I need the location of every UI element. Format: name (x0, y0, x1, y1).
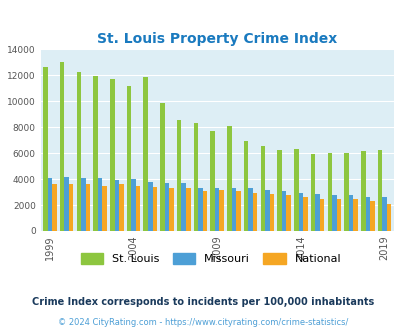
Bar (236, 191, 240, 231)
Bar (336, 199, 340, 231)
Bar (264, 190, 269, 231)
Bar (327, 152, 331, 231)
Bar (293, 149, 298, 231)
Bar (365, 197, 369, 231)
Bar (298, 193, 303, 231)
Bar (281, 191, 286, 231)
Bar (343, 153, 348, 231)
Bar (198, 187, 202, 231)
Bar (169, 187, 173, 231)
Bar (352, 199, 357, 231)
Bar (177, 120, 181, 231)
Bar (310, 154, 315, 231)
Bar (64, 177, 68, 231)
Bar (93, 76, 98, 231)
Bar (303, 197, 307, 231)
Bar (248, 188, 252, 231)
Bar (98, 179, 102, 231)
Bar (110, 79, 114, 231)
Bar (160, 103, 164, 231)
Legend: St. Louis, Missouri, National: St. Louis, Missouri, National (77, 248, 345, 268)
Bar (164, 183, 169, 231)
Bar (269, 194, 273, 231)
Bar (243, 141, 248, 231)
Bar (231, 187, 236, 231)
Bar (81, 179, 85, 231)
Bar (47, 179, 52, 231)
Bar (193, 123, 198, 231)
Bar (148, 182, 152, 231)
Text: © 2024 CityRating.com - https://www.cityrating.com/crime-statistics/: © 2024 CityRating.com - https://www.city… (58, 318, 347, 327)
Bar (181, 183, 185, 231)
Bar (382, 197, 386, 231)
Bar (315, 194, 319, 231)
Bar (260, 146, 264, 231)
Bar (43, 67, 47, 231)
Bar (214, 188, 219, 231)
Bar (386, 204, 390, 231)
Bar (60, 62, 64, 231)
Bar (68, 184, 73, 231)
Bar (331, 195, 336, 231)
Bar (185, 188, 190, 231)
Bar (52, 184, 56, 231)
Bar (76, 72, 81, 231)
Title: St. Louis Property Crime Index: St. Louis Property Crime Index (97, 32, 337, 46)
Text: Crime Index corresponds to incidents per 100,000 inhabitants: Crime Index corresponds to incidents per… (32, 297, 373, 307)
Bar (210, 131, 214, 231)
Bar (102, 185, 107, 231)
Bar (369, 201, 374, 231)
Bar (114, 181, 119, 231)
Bar (152, 187, 157, 231)
Bar (348, 195, 352, 231)
Bar (119, 184, 123, 231)
Bar (143, 77, 148, 231)
Bar (126, 86, 131, 231)
Bar (277, 150, 281, 231)
Bar (202, 191, 207, 231)
Bar (377, 150, 382, 231)
Bar (319, 199, 324, 231)
Bar (252, 193, 257, 231)
Bar (227, 126, 231, 231)
Bar (85, 184, 90, 231)
Bar (135, 185, 140, 231)
Bar (219, 189, 224, 231)
Bar (286, 195, 290, 231)
Bar (360, 150, 365, 231)
Bar (131, 179, 135, 231)
